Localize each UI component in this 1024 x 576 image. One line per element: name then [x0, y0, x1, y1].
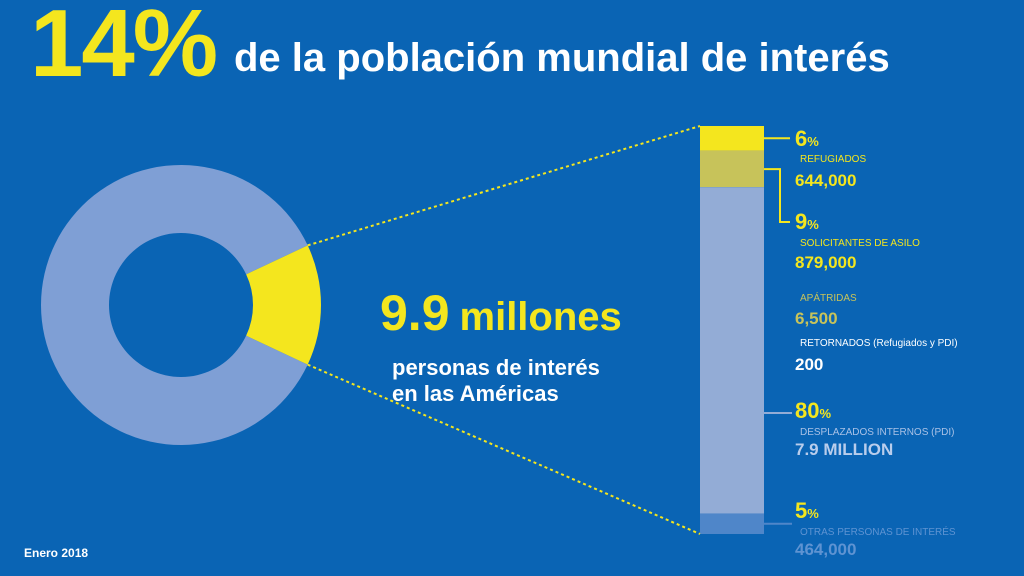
bar-segment-0: [700, 126, 764, 151]
connector-bottom: [307, 363, 701, 535]
total-description-line2: en las Américas: [392, 381, 559, 407]
bar-label-4: DESPLAZADOS INTERNOS (PDI): [800, 427, 954, 438]
bar-percent-1: 9%: [795, 209, 819, 234]
donut-slice-rest: [41, 165, 308, 445]
bar-value-4: 7.9 MILLION: [795, 440, 893, 459]
bar-percent-4: 80%: [795, 398, 831, 423]
total-number: 9.9: [380, 285, 450, 341]
bar-label-1: SOLICITANTES DE ASILO: [800, 238, 920, 249]
bar-segment-5: [700, 513, 764, 534]
bar-percent-5: 5%: [795, 498, 819, 523]
total-description-line1: personas de interés: [392, 355, 600, 380]
headline-percent: 14%: [30, 0, 218, 97]
total-description: personas de interés en las Américas: [392, 355, 600, 408]
donut-slice-americas: [246, 245, 321, 365]
bracket-1: [764, 168, 790, 223]
total-unit: millones: [459, 295, 622, 339]
bar-segment-1: [700, 150, 764, 188]
bar-label-0: REFUGIADOS: [800, 154, 866, 165]
bar-value-5: 464,000: [795, 540, 856, 559]
connector-top: [307, 125, 701, 247]
bar-value-0: 644,000: [795, 171, 856, 190]
total-figure: 9.9 millones: [380, 288, 622, 338]
headline-title: de la población mundial de interés: [234, 36, 890, 80]
bar-label-5: OTRAS PERSONAS DE INTERÉS: [800, 525, 956, 538]
date-label: Enero 2018: [24, 546, 89, 560]
bar-label-3: RETORNADOS (Refugiados y PDI): [800, 338, 958, 349]
bar-value-3: 200: [795, 355, 823, 374]
bar-value-2: 6,500: [795, 309, 838, 328]
bar-value-1: 879,000: [795, 253, 856, 272]
bar-percent-0: 6%: [795, 126, 819, 151]
bar-label-2: APÁTRIDAS: [800, 291, 857, 304]
bar-segment-4: [700, 187, 764, 514]
